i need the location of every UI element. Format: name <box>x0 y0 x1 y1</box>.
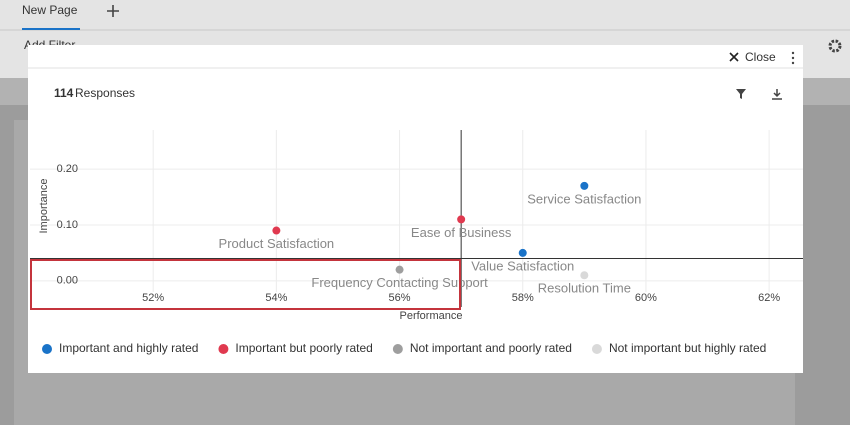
point-label: Frequency Contacting Support <box>311 275 488 290</box>
y-tick-label: 0.10 <box>57 219 78 231</box>
legend-label[interactable]: Not important but highly rated <box>609 341 766 355</box>
modal <box>28 45 803 373</box>
settings-icon[interactable] <box>828 39 842 53</box>
point <box>457 215 466 224</box>
point <box>580 181 589 190</box>
x-tick-label: 62% <box>758 292 780 304</box>
point-label: Value Satisfaction <box>471 258 574 273</box>
point-label: Ease of Business <box>411 225 512 240</box>
responses-label: Responses <box>75 86 135 100</box>
point <box>272 226 281 235</box>
legend-marker <box>218 344 229 354</box>
x-tick-label: 56% <box>389 292 411 304</box>
y-axis-title: Importance <box>38 178 50 233</box>
y-tick-label: 0.00 <box>57 275 78 287</box>
filter-icon[interactable] <box>736 89 746 99</box>
close-button[interactable]: Close <box>745 50 776 64</box>
legend-label[interactable]: Important and highly rated <box>59 341 198 355</box>
x-tick-label: 54% <box>265 292 287 304</box>
point-label: Resolution Time <box>538 281 631 296</box>
highlight-box <box>30 259 461 310</box>
point-label: Service Satisfaction <box>527 191 641 206</box>
download-icon[interactable] <box>772 89 782 100</box>
point <box>580 271 589 280</box>
point <box>395 265 404 274</box>
x-tick-label: 58% <box>512 292 534 304</box>
close-icon[interactable] <box>729 52 739 62</box>
tab[interactable]: New Page <box>22 3 78 17</box>
x-axis-title: Performance <box>400 310 463 322</box>
legend-marker <box>42 344 52 354</box>
legend-marker <box>591 344 602 354</box>
legend-marker <box>392 344 403 354</box>
point-label: Product Satisfaction <box>219 236 335 251</box>
responses-count: 114 <box>54 86 74 100</box>
more-menu[interactable] <box>791 51 795 65</box>
legend-label[interactable]: Not important and poorly rated <box>410 341 572 355</box>
add-tab[interactable] <box>107 5 119 17</box>
x-tick-label: 52% <box>142 292 164 304</box>
point <box>518 248 527 257</box>
y-tick-label: 0.20 <box>57 163 78 175</box>
x-tick-label: 60% <box>635 292 657 304</box>
legend-label[interactable]: Important but poorly rated <box>235 341 372 355</box>
